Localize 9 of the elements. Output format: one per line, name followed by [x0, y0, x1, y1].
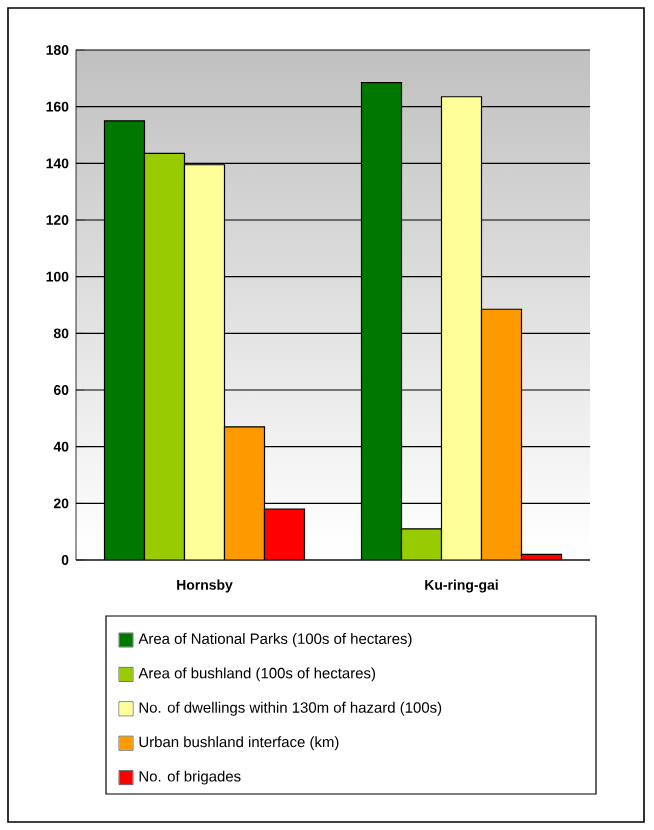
bar [143, 152, 186, 560]
bar [103, 120, 146, 560]
bar [440, 96, 483, 560]
bar [480, 308, 523, 560]
bar [263, 508, 306, 560]
bar [183, 164, 226, 560]
bar [360, 81, 403, 560]
bar [223, 426, 266, 560]
bar [400, 528, 443, 560]
